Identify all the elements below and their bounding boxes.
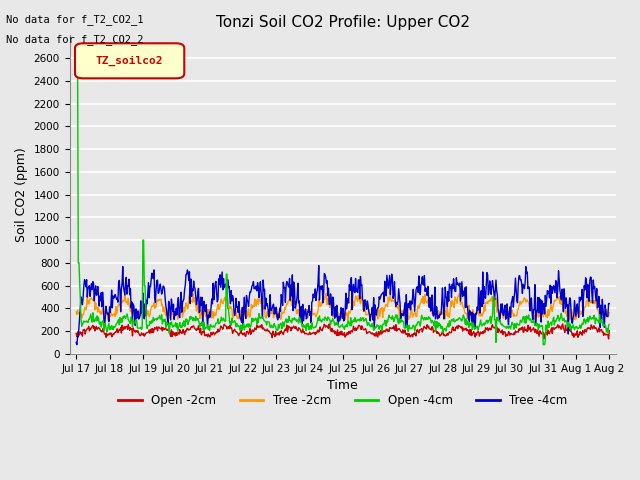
Text: TZ_soilco2: TZ_soilco2 <box>96 56 163 66</box>
Text: No data for f_T2_CO2_1: No data for f_T2_CO2_1 <box>6 14 144 25</box>
Y-axis label: Soil CO2 (ppm): Soil CO2 (ppm) <box>15 147 28 242</box>
Legend: Open -2cm, Tree -2cm, Open -4cm, Tree -4cm: Open -2cm, Tree -2cm, Open -4cm, Tree -4… <box>113 389 572 411</box>
FancyBboxPatch shape <box>75 43 184 78</box>
Text: No data for f_T2_CO2_2: No data for f_T2_CO2_2 <box>6 34 144 45</box>
X-axis label: Time: Time <box>327 379 358 392</box>
Title: Tonzi Soil CO2 Profile: Upper CO2: Tonzi Soil CO2 Profile: Upper CO2 <box>216 15 470 30</box>
